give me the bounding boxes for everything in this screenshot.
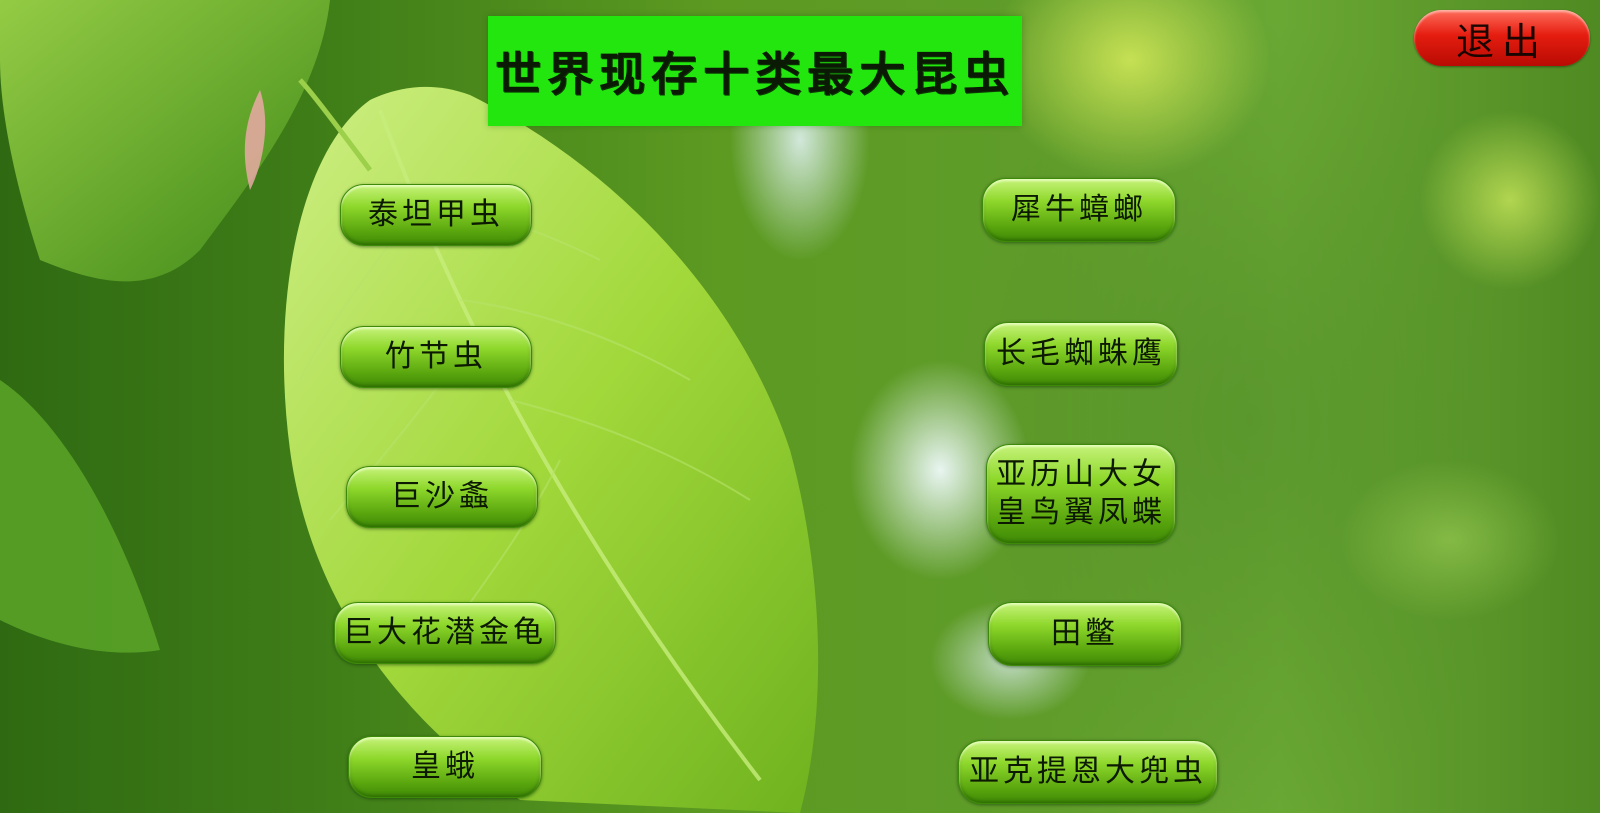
insect-button-label: 田鳖 [1051,616,1119,651]
insect-button-titan-beetle[interactable]: 泰坦甲虫 [340,184,532,246]
exit-button-label: 退出 [1455,19,1548,64]
title-banner: 世界现存十类最大昆虫 [488,16,1022,126]
insect-button-label: 巨大花潜金龟 [343,615,547,650]
insect-button-goliath-beetle[interactable]: 巨大花潜金龟 [334,602,556,664]
insect-button-label: 泰坦甲虫 [368,197,504,232]
insect-button-stick-insect[interactable]: 竹节虫 [340,326,532,388]
page-title: 世界现存十类最大昆虫 [495,47,1015,101]
insect-button-label: 长毛蜘蛛鹰 [996,336,1166,371]
insect-button-label: 犀牛蟑螂 [1011,192,1147,227]
insect-button-giant-water-bug[interactable]: 田鳖 [988,602,1182,666]
insect-button-actaeon-beetle[interactable]: 亚克提恩大兜虫 [958,740,1218,804]
insect-button-label: 亚克提恩大兜虫 [969,754,1207,789]
exit-button[interactable]: 退出 [1414,10,1590,66]
insect-button-label: 竹节虫 [385,339,487,374]
insect-button-tarantula-hawk[interactable]: 长毛蜘蛛鹰 [984,322,1178,386]
insect-button-atlas-moth[interactable]: 皇蛾 [348,736,542,798]
insect-button-label: 巨沙螽 [391,479,493,514]
insect-button-label: 皇蛾 [411,749,479,784]
insect-button-rhinoceros-cockroach[interactable]: 犀牛蟑螂 [982,178,1176,242]
insect-button-giant-weta[interactable]: 巨沙螽 [346,466,538,528]
insect-button-queen-alexandra-birdwing[interactable]: 亚历山大女 皇鸟翼凤蝶 [986,444,1176,544]
insect-button-label: 亚历山大女 皇鸟翼凤蝶 [996,457,1166,530]
